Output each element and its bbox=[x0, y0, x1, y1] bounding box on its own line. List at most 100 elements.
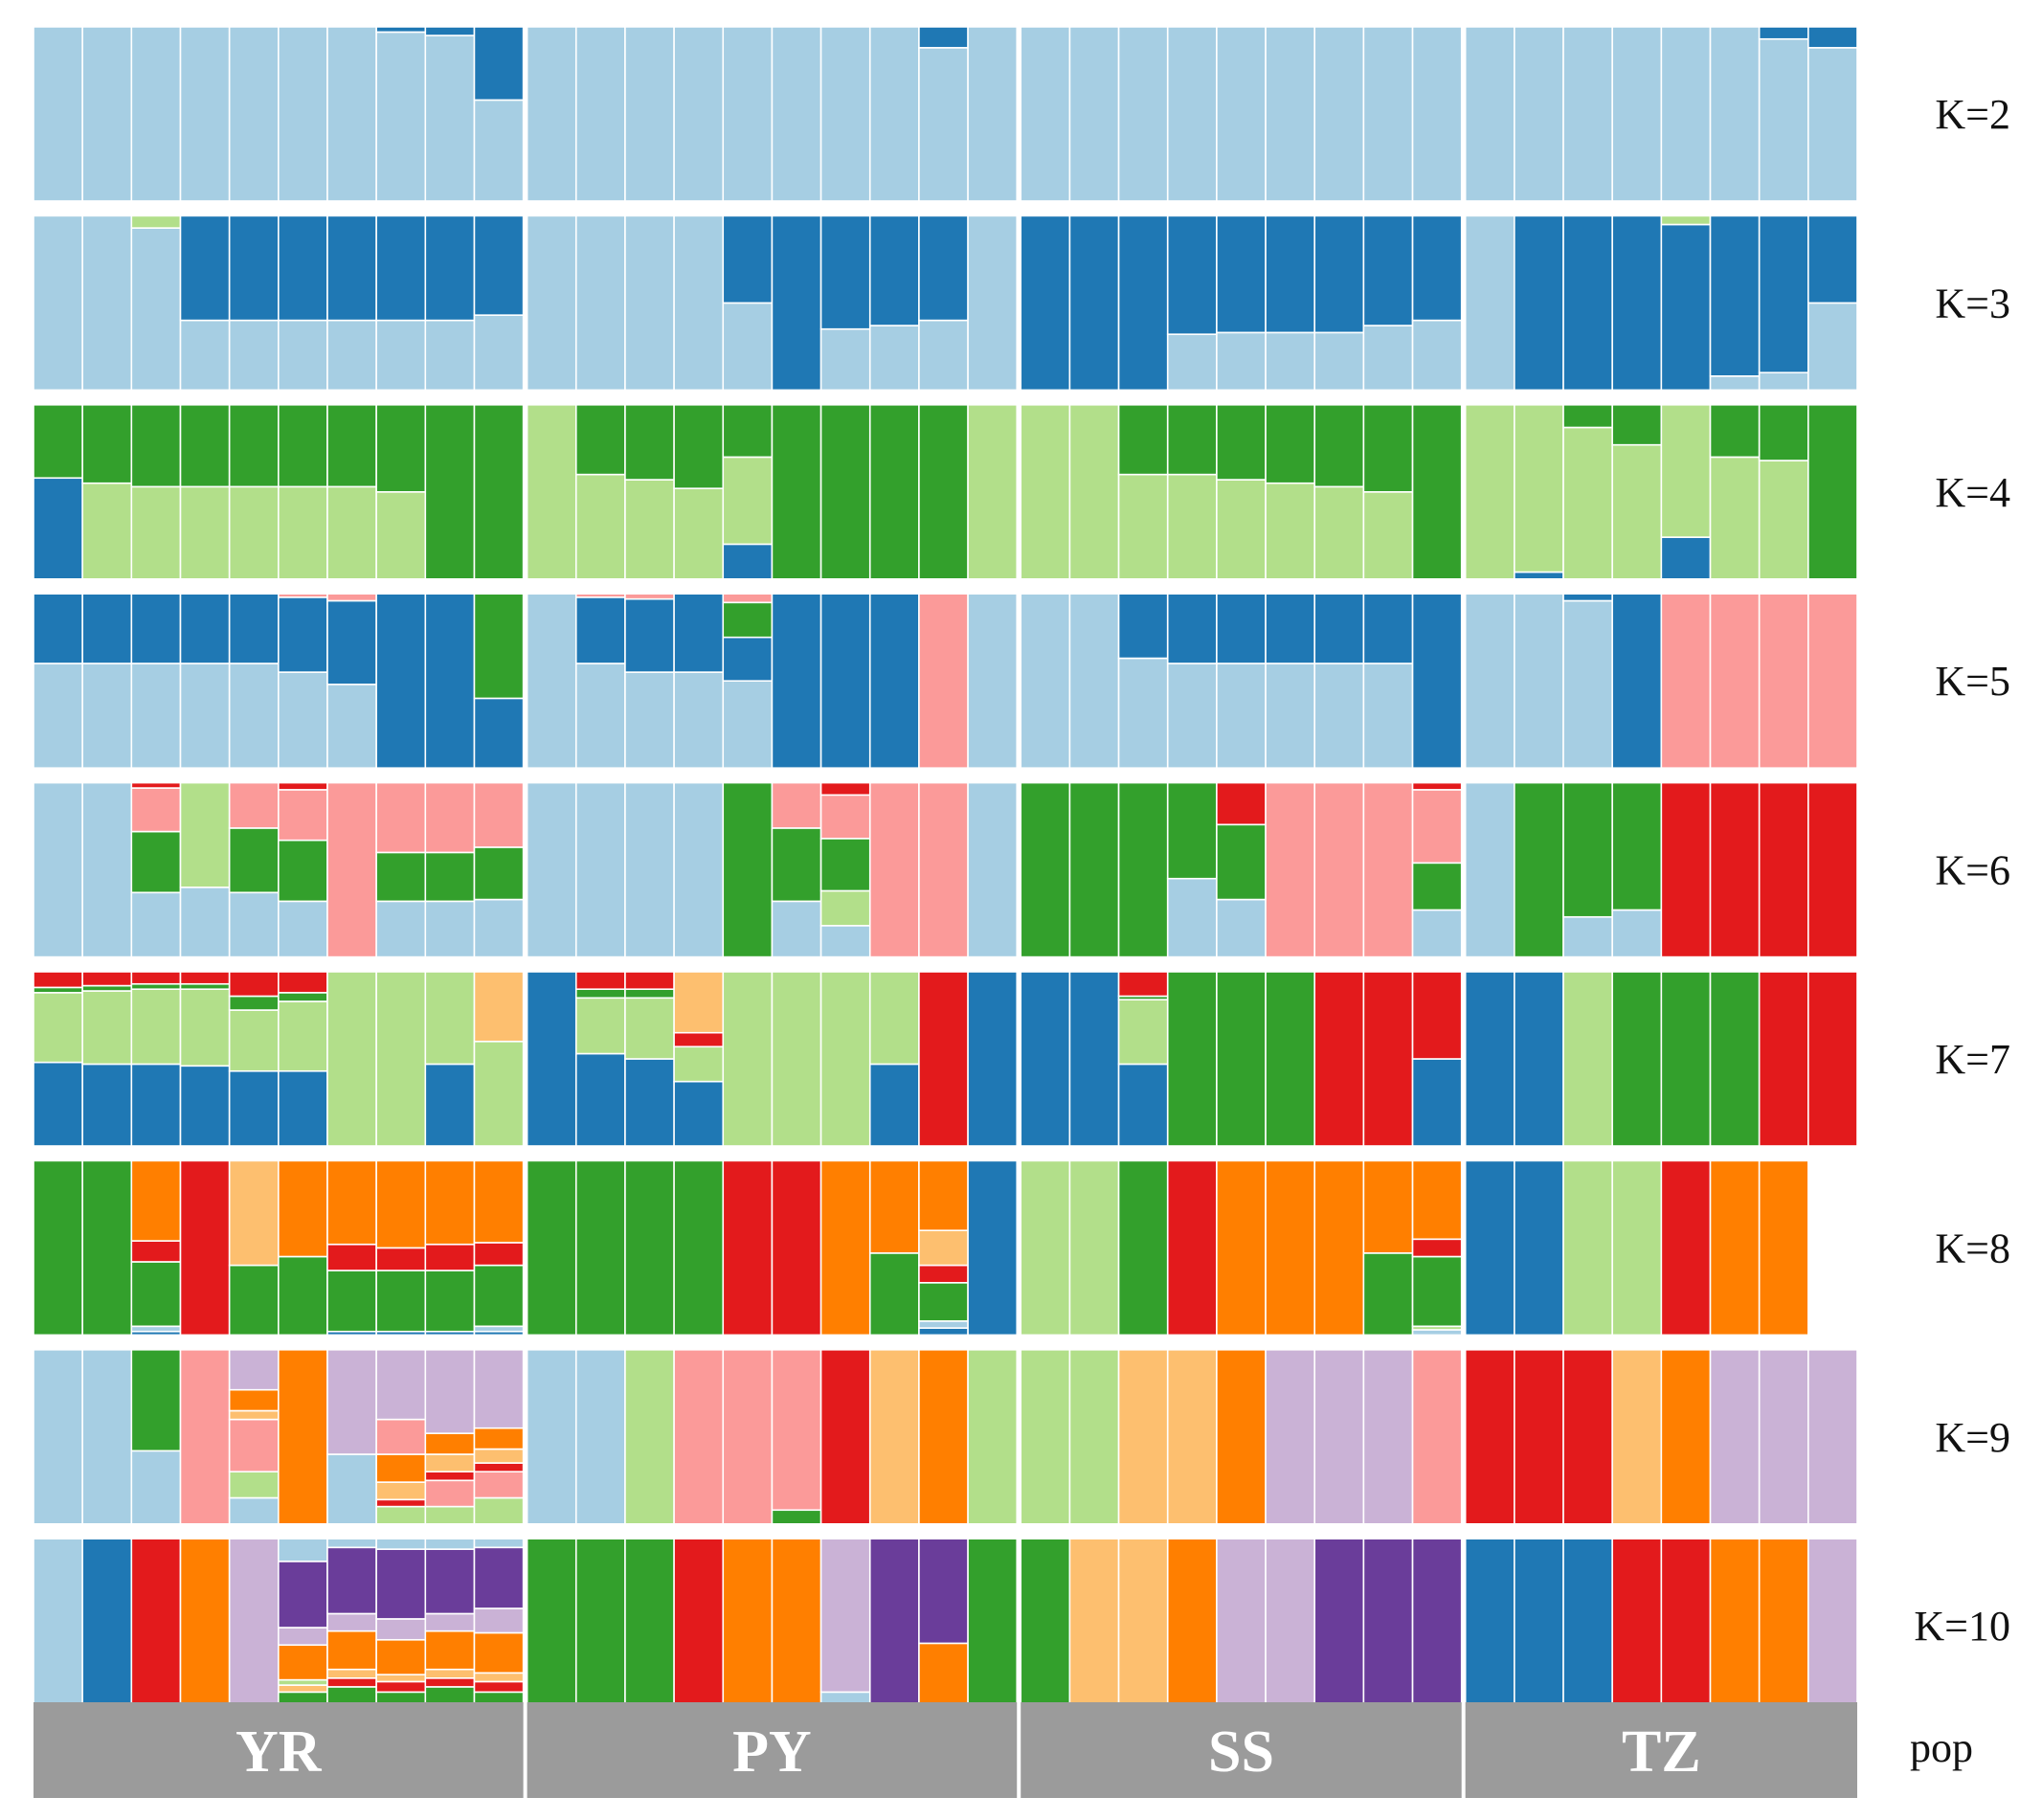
ancestry-segment bbox=[918, 1349, 969, 1525]
sample-bar bbox=[918, 1349, 969, 1525]
ancestry-segment bbox=[1411, 1159, 1463, 1241]
ancestry-segment bbox=[918, 1538, 969, 1645]
sample-bar bbox=[819, 1538, 871, 1714]
ancestry-segment bbox=[1020, 971, 1071, 1147]
ancestry-segment bbox=[722, 214, 774, 304]
sample-bar bbox=[1265, 781, 1316, 958]
sample-bar bbox=[473, 781, 525, 958]
sample-bar bbox=[624, 1538, 675, 1714]
ancestry-segment bbox=[278, 593, 328, 598]
ancestry-segment bbox=[473, 1607, 525, 1634]
ancestry-segment bbox=[1166, 1159, 1218, 1337]
ancestry-segment bbox=[130, 830, 182, 894]
sample-bar bbox=[1611, 26, 1663, 202]
ancestry-segment bbox=[967, 1349, 1019, 1525]
ancestry-segment bbox=[1611, 403, 1663, 446]
ancestry-segment bbox=[179, 214, 231, 322]
ancestry-segment bbox=[722, 971, 774, 1147]
ancestry-segment bbox=[1216, 1159, 1267, 1337]
sample-bar bbox=[473, 593, 525, 770]
sample-bar bbox=[1514, 26, 1564, 202]
ancestry-segment bbox=[624, 403, 675, 481]
sample-bar bbox=[375, 26, 427, 202]
sample-bar bbox=[771, 971, 822, 1147]
population-label: YR bbox=[236, 1719, 323, 1785]
ancestry-segment bbox=[1660, 403, 1712, 538]
sample-bar bbox=[33, 26, 83, 202]
ancestry-segment bbox=[1313, 593, 1365, 664]
ancestry-segment bbox=[33, 986, 83, 994]
sample-bar bbox=[1611, 781, 1663, 958]
ancestry-segment bbox=[868, 1538, 920, 1714]
sample-bar bbox=[526, 971, 577, 1147]
k-label: K=5 bbox=[1935, 658, 2010, 705]
sample-bar bbox=[1265, 593, 1316, 769]
ancestry-segment bbox=[722, 680, 774, 770]
ancestry-segment bbox=[473, 1448, 525, 1464]
ancestry-segment bbox=[1709, 971, 1761, 1147]
ancestry-segment bbox=[1758, 214, 1809, 373]
ancestry-segment bbox=[228, 1496, 280, 1525]
sample-bar bbox=[1117, 403, 1169, 580]
sample-bar bbox=[722, 593, 774, 770]
sample-bar bbox=[1807, 971, 1858, 1147]
sample-bar bbox=[1166, 971, 1218, 1147]
sample-bar bbox=[771, 26, 822, 202]
sample-bar bbox=[424, 26, 476, 202]
ancestry-segment bbox=[1758, 371, 1809, 392]
ancestry-segment bbox=[33, 663, 83, 769]
ancestry-segment bbox=[1362, 593, 1414, 664]
sample-bar bbox=[1265, 1538, 1316, 1714]
ancestry-segment bbox=[1313, 1349, 1365, 1525]
ancestry-segment bbox=[375, 1674, 427, 1683]
ancestry-segment bbox=[1464, 1159, 1515, 1337]
ancestry-segment bbox=[326, 781, 377, 958]
sample-bar bbox=[375, 214, 427, 392]
sample-bar bbox=[1611, 214, 1663, 392]
ancestry-segment bbox=[1362, 971, 1414, 1147]
sample-bar bbox=[1313, 971, 1365, 1147]
ancestry-segment bbox=[1660, 1349, 1712, 1525]
ancestry-segment bbox=[1562, 214, 1613, 392]
ancestry-segment bbox=[1758, 1159, 1809, 1337]
sample-bar bbox=[1514, 1538, 1564, 1714]
ancestry-segment bbox=[33, 992, 83, 1064]
sample-bar bbox=[1660, 26, 1712, 202]
sample-bar bbox=[1758, 403, 1809, 580]
ancestry-segment bbox=[326, 593, 377, 602]
sample-bar bbox=[130, 1159, 182, 1337]
ancestry-segment bbox=[868, 403, 920, 580]
ancestry-segment bbox=[326, 1349, 377, 1455]
ancestry-segment bbox=[375, 1638, 427, 1675]
ancestry-segment bbox=[130, 485, 182, 580]
ancestry-segment bbox=[278, 485, 328, 580]
ancestry-segment bbox=[326, 1159, 377, 1246]
ancestry-segment bbox=[1411, 26, 1463, 202]
sample-bar bbox=[1216, 781, 1267, 958]
sample-bar bbox=[33, 1349, 83, 1525]
ancestry-segment bbox=[1216, 214, 1267, 334]
ancestry-segment bbox=[473, 1672, 525, 1683]
sample-bar bbox=[967, 593, 1019, 770]
ancestry-segment bbox=[1166, 877, 1218, 958]
ancestry-segment bbox=[1709, 375, 1761, 392]
sample-bar bbox=[1464, 1349, 1515, 1525]
ancestry-segment bbox=[228, 403, 280, 488]
sample-bar bbox=[1758, 971, 1809, 1147]
ancestry-segment bbox=[375, 31, 427, 202]
sample-bar bbox=[1020, 1538, 1071, 1714]
sample-bar bbox=[33, 593, 83, 769]
ancestry-segment bbox=[673, 971, 725, 1034]
ancestry-segment bbox=[673, 1045, 725, 1083]
ancestry-segment bbox=[1265, 482, 1316, 580]
ancestry-segment bbox=[1313, 26, 1365, 202]
ancestry-segment bbox=[1313, 214, 1365, 334]
sample-bar bbox=[1313, 593, 1365, 769]
ancestry-segment bbox=[1362, 663, 1414, 769]
ancestry-segment bbox=[1514, 571, 1564, 580]
sample-bar bbox=[624, 1159, 675, 1337]
ancestry-segment bbox=[278, 1627, 328, 1647]
sample-bar bbox=[375, 403, 427, 580]
ancestry-segment bbox=[1411, 403, 1463, 580]
